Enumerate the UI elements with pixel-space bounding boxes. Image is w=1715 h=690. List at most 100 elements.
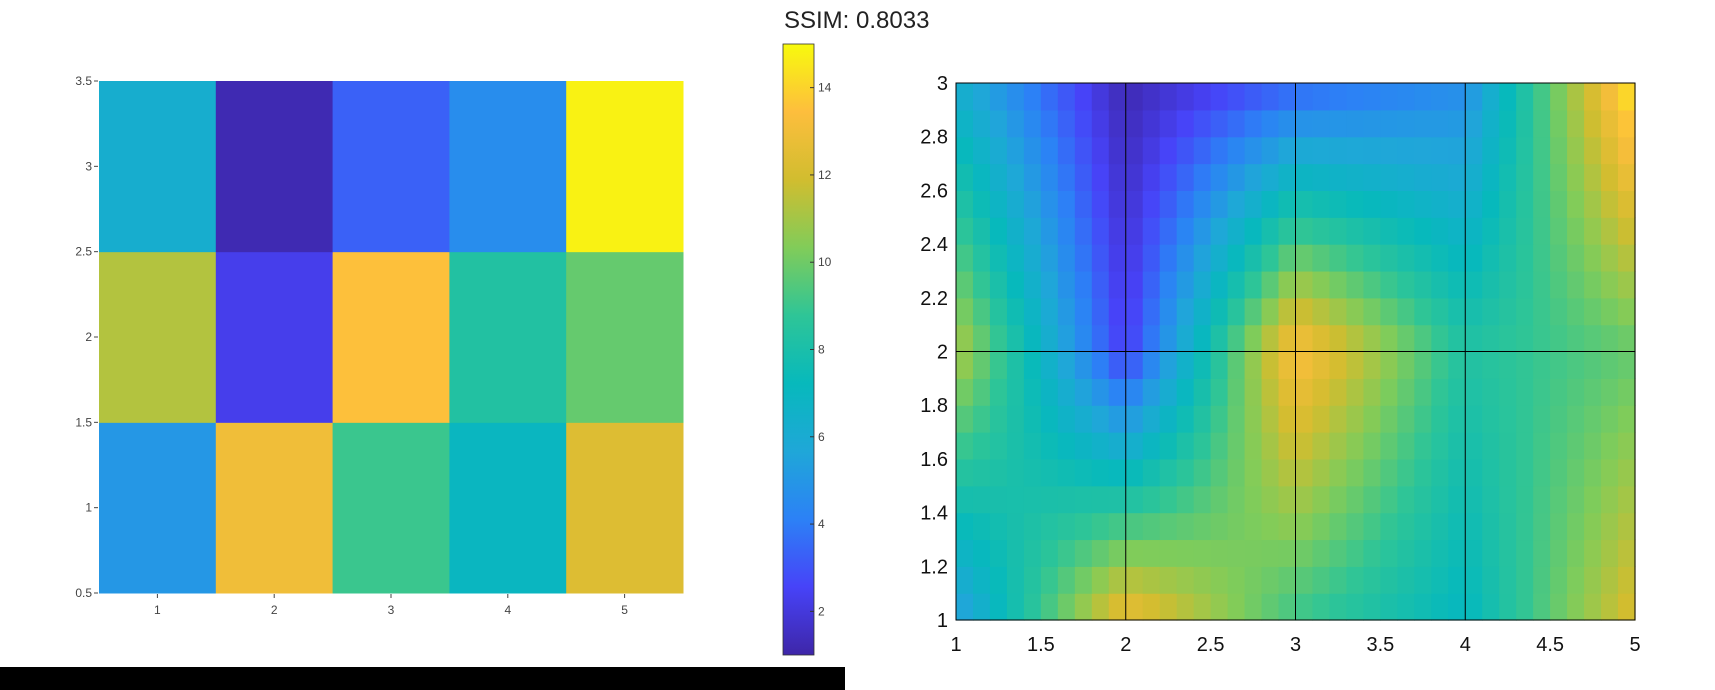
surface-patch [1023, 485, 1042, 514]
plot-frame [955, 82, 1636, 621]
heatmap-cell [449, 422, 567, 594]
surface-patch [1261, 539, 1280, 567]
surface-patch [1091, 593, 1110, 621]
y-tick-label: 1.2 [920, 556, 948, 578]
surface-patch [1465, 190, 1483, 218]
surface-patch [956, 458, 974, 487]
surface-patch [1244, 163, 1263, 191]
surface-patch [1074, 163, 1093, 191]
surface-patch [1329, 244, 1348, 272]
surface-patch [972, 244, 991, 272]
surface-patch [1210, 566, 1229, 594]
y-tick-label: 1.5 [75, 415, 92, 429]
x-tick-label: 2.5 [1197, 634, 1225, 656]
surface-patch [956, 539, 974, 567]
surface-patch [1023, 593, 1042, 621]
surface-patch [1465, 244, 1483, 272]
surface-patch [1142, 217, 1161, 245]
surface-patch [1057, 566, 1076, 594]
surface-patch [1159, 593, 1178, 621]
y-tick-label: 1.8 [920, 395, 948, 417]
surface-patch [1040, 190, 1059, 218]
surface-patch [1108, 190, 1127, 218]
surface-patch [1125, 83, 1144, 111]
surface-patch [956, 109, 974, 138]
heatmap-cell [99, 81, 217, 253]
surface-patch [1448, 270, 1466, 299]
surface-patch [1329, 270, 1348, 299]
surface-patch [1142, 432, 1161, 460]
surface-patch [1125, 244, 1144, 272]
surface-patch [1465, 378, 1483, 406]
surface-patch [1227, 539, 1246, 567]
surface-patch [1159, 405, 1178, 433]
surface-patch [1346, 593, 1364, 621]
surface-patch [1380, 432, 1398, 460]
surface-patch [1550, 190, 1568, 218]
surface-patch [1618, 378, 1636, 406]
surface-patch [1159, 512, 1178, 541]
surface-patch [1380, 566, 1398, 594]
x-tick-label: 3 [1290, 634, 1301, 656]
surface-patch [1618, 136, 1636, 165]
surface-patch [1618, 190, 1636, 218]
x-tick-label: 1 [154, 603, 161, 617]
surface-patch [1108, 432, 1127, 460]
surface-patch [1533, 405, 1551, 433]
surface-patch [1057, 217, 1076, 245]
surface-patch [1210, 539, 1229, 567]
surface-patch [1244, 136, 1263, 165]
surface-patch [1516, 566, 1534, 594]
surface-patch [1261, 512, 1280, 541]
surface-patch [1482, 378, 1500, 406]
surface-patch [1074, 405, 1093, 433]
surface-patch [1125, 136, 1144, 165]
surface-patch [1193, 593, 1212, 621]
surface-patch [1227, 324, 1246, 353]
surface-patch [1176, 270, 1195, 299]
surface-patch [972, 217, 991, 245]
surface-patch [1533, 351, 1551, 379]
surface-patch [1618, 351, 1636, 379]
surface-patch [1431, 405, 1449, 433]
surface-patch [1057, 244, 1076, 272]
surface-patch [1516, 351, 1534, 379]
surface-patch [989, 190, 1008, 218]
surface-patch [1346, 190, 1364, 218]
surface-patch [1346, 163, 1364, 191]
surface-patch [1295, 378, 1314, 406]
surface-patch [1363, 244, 1381, 272]
surface-patch [1295, 217, 1314, 245]
surface-patch [989, 405, 1008, 433]
surface-patch [1567, 324, 1585, 353]
surface-patch [1091, 109, 1110, 138]
surface-patch [1567, 297, 1585, 326]
surface-patch [1227, 378, 1246, 406]
surface-patch [1142, 324, 1161, 353]
x-tick-label: 3 [388, 603, 395, 617]
surface-patch [1023, 136, 1042, 165]
surface-patch [1550, 217, 1568, 245]
surface-patch [1176, 458, 1195, 487]
surface-patch [1516, 378, 1534, 406]
surface-patch [1601, 458, 1619, 487]
surface-patch [1091, 566, 1110, 594]
surface-patch [1499, 539, 1517, 567]
surface-patch [1278, 485, 1297, 514]
surface-patch [1482, 351, 1500, 379]
surface-patch [1006, 485, 1025, 514]
surface-patch [1584, 405, 1602, 433]
surface-patch [1261, 109, 1280, 138]
surface-patch [1346, 270, 1364, 299]
surface-patch [1618, 297, 1636, 326]
surface-patch [1312, 432, 1331, 460]
surface-patch [1091, 378, 1110, 406]
surface-patch [1516, 432, 1534, 460]
surface-patch [1329, 593, 1348, 621]
surface-patch [1567, 458, 1585, 487]
surface-patch [1227, 593, 1246, 621]
surface-patch [1465, 458, 1483, 487]
surface-patch [1074, 593, 1093, 621]
surface-patch [1618, 244, 1636, 272]
surface-patch [1312, 512, 1331, 541]
